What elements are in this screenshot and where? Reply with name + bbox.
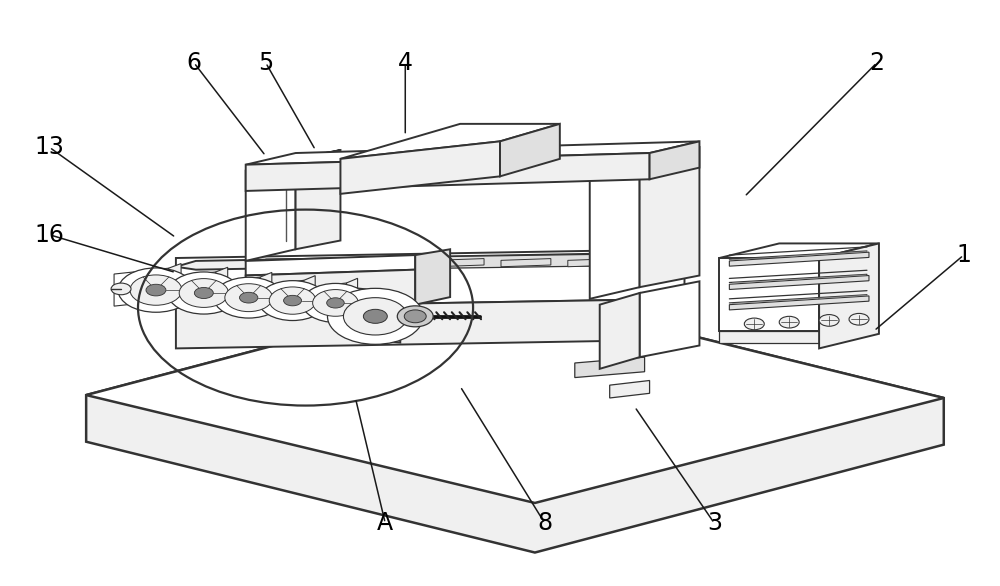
Polygon shape [590,159,640,299]
Circle shape [779,316,799,328]
Circle shape [225,284,273,312]
Polygon shape [246,159,296,261]
Circle shape [327,288,423,345]
Polygon shape [176,299,684,349]
Text: 1: 1 [956,243,971,267]
Circle shape [849,314,869,325]
Circle shape [284,295,302,306]
Polygon shape [86,287,944,553]
Circle shape [118,268,194,312]
Polygon shape [301,258,350,267]
Polygon shape [114,268,169,306]
Circle shape [343,298,407,335]
Text: 4: 4 [398,50,413,74]
Polygon shape [246,141,699,165]
Circle shape [111,283,131,295]
Circle shape [168,272,240,314]
Polygon shape [729,252,869,266]
Circle shape [744,318,764,330]
Polygon shape [590,147,699,171]
Circle shape [130,275,182,305]
Polygon shape [719,243,879,258]
Polygon shape [296,150,340,249]
Text: 8: 8 [537,512,552,536]
Polygon shape [575,357,645,377]
Polygon shape [260,272,272,306]
Polygon shape [255,280,304,315]
Polygon shape [719,331,819,343]
Circle shape [194,288,213,298]
Polygon shape [304,275,315,309]
Polygon shape [216,267,228,302]
Circle shape [397,306,433,327]
Polygon shape [176,249,684,308]
Polygon shape [500,124,560,176]
Text: 2: 2 [869,50,884,74]
Polygon shape [650,141,699,179]
Polygon shape [340,141,500,194]
Circle shape [819,315,839,326]
Circle shape [363,309,387,323]
Polygon shape [434,258,484,267]
Text: 3: 3 [707,512,722,536]
Polygon shape [169,264,181,300]
Polygon shape [210,277,260,312]
Polygon shape [299,283,347,317]
Polygon shape [819,243,879,349]
Polygon shape [640,281,699,357]
Polygon shape [176,252,684,270]
Polygon shape [729,275,869,289]
Polygon shape [729,296,869,310]
Polygon shape [415,249,450,305]
Polygon shape [86,287,944,503]
Polygon shape [246,153,650,191]
Polygon shape [345,287,400,343]
Circle shape [313,289,358,316]
Polygon shape [246,255,415,275]
Text: 5: 5 [258,50,273,74]
Circle shape [214,277,284,318]
Polygon shape [176,261,684,278]
Polygon shape [347,278,358,311]
Polygon shape [367,258,417,267]
Polygon shape [719,258,819,331]
Text: 16: 16 [34,223,64,247]
Circle shape [269,287,316,314]
Circle shape [404,310,426,323]
Text: 13: 13 [34,135,64,159]
Polygon shape [610,380,650,398]
Polygon shape [501,258,551,267]
Polygon shape [266,253,665,271]
Polygon shape [340,124,560,159]
Polygon shape [568,258,618,267]
Polygon shape [246,150,340,171]
Circle shape [258,281,327,321]
Polygon shape [246,270,415,311]
Text: A: A [377,512,393,536]
Circle shape [302,284,369,322]
Circle shape [146,284,166,296]
Circle shape [327,298,344,308]
Text: 6: 6 [186,50,201,74]
Circle shape [240,292,258,303]
Polygon shape [640,147,699,287]
Circle shape [179,278,228,308]
Polygon shape [164,272,216,308]
Polygon shape [600,293,640,369]
